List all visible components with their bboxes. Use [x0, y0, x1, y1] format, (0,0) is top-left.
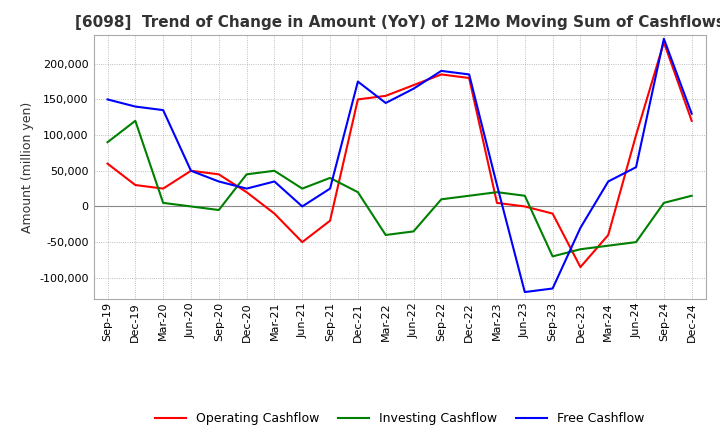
- Operating Cashflow: [298, 239, 307, 245]
- Free Cashflow: [660, 36, 668, 41]
- Investing Cashflow: [298, 186, 307, 191]
- Investing Cashflow: [437, 197, 446, 202]
- Y-axis label: Amount (million yen): Amount (million yen): [21, 102, 34, 233]
- Free Cashflow: [131, 104, 140, 109]
- Investing Cashflow: [325, 175, 334, 180]
- Free Cashflow: [270, 179, 279, 184]
- Investing Cashflow: [409, 229, 418, 234]
- Investing Cashflow: [186, 204, 195, 209]
- Free Cashflow: [354, 79, 362, 84]
- Free Cashflow: [465, 72, 474, 77]
- Free Cashflow: [215, 179, 223, 184]
- Investing Cashflow: [576, 246, 585, 252]
- Operating Cashflow: [437, 72, 446, 77]
- Operating Cashflow: [382, 93, 390, 99]
- Investing Cashflow: [382, 232, 390, 238]
- Investing Cashflow: [242, 172, 251, 177]
- Operating Cashflow: [270, 211, 279, 216]
- Free Cashflow: [325, 186, 334, 191]
- Free Cashflow: [576, 225, 585, 231]
- Operating Cashflow: [492, 200, 501, 205]
- Operating Cashflow: [631, 132, 640, 138]
- Operating Cashflow: [549, 211, 557, 216]
- Free Cashflow: [521, 290, 529, 295]
- Line: Investing Cashflow: Investing Cashflow: [107, 121, 692, 257]
- Operating Cashflow: [186, 168, 195, 173]
- Investing Cashflow: [660, 200, 668, 205]
- Operating Cashflow: [159, 186, 168, 191]
- Investing Cashflow: [354, 190, 362, 195]
- Line: Operating Cashflow: Operating Cashflow: [107, 42, 692, 267]
- Investing Cashflow: [521, 193, 529, 198]
- Free Cashflow: [437, 68, 446, 73]
- Free Cashflow: [631, 165, 640, 170]
- Free Cashflow: [409, 86, 418, 92]
- Free Cashflow: [298, 204, 307, 209]
- Free Cashflow: [242, 186, 251, 191]
- Operating Cashflow: [242, 190, 251, 195]
- Investing Cashflow: [159, 200, 168, 205]
- Investing Cashflow: [604, 243, 613, 248]
- Free Cashflow: [382, 100, 390, 106]
- Investing Cashflow: [103, 139, 112, 145]
- Free Cashflow: [604, 179, 613, 184]
- Investing Cashflow: [631, 239, 640, 245]
- Line: Free Cashflow: Free Cashflow: [107, 39, 692, 292]
- Operating Cashflow: [604, 232, 613, 238]
- Free Cashflow: [159, 107, 168, 113]
- Operating Cashflow: [325, 218, 334, 224]
- Investing Cashflow: [549, 254, 557, 259]
- Investing Cashflow: [270, 168, 279, 173]
- Operating Cashflow: [354, 97, 362, 102]
- Investing Cashflow: [688, 193, 696, 198]
- Operating Cashflow: [688, 118, 696, 124]
- Operating Cashflow: [660, 40, 668, 45]
- Operating Cashflow: [576, 264, 585, 270]
- Operating Cashflow: [409, 83, 418, 88]
- Free Cashflow: [186, 168, 195, 173]
- Operating Cashflow: [465, 75, 474, 81]
- Operating Cashflow: [103, 161, 112, 166]
- Operating Cashflow: [215, 172, 223, 177]
- Free Cashflow: [103, 97, 112, 102]
- Free Cashflow: [549, 286, 557, 291]
- Free Cashflow: [492, 183, 501, 188]
- Legend: Operating Cashflow, Investing Cashflow, Free Cashflow: Operating Cashflow, Investing Cashflow, …: [150, 407, 649, 430]
- Title: [6098]  Trend of Change in Amount (YoY) of 12Mo Moving Sum of Cashflows: [6098] Trend of Change in Amount (YoY) o…: [75, 15, 720, 30]
- Operating Cashflow: [131, 183, 140, 188]
- Operating Cashflow: [521, 204, 529, 209]
- Investing Cashflow: [131, 118, 140, 124]
- Investing Cashflow: [215, 207, 223, 213]
- Free Cashflow: [688, 111, 696, 116]
- Investing Cashflow: [492, 190, 501, 195]
- Investing Cashflow: [465, 193, 474, 198]
